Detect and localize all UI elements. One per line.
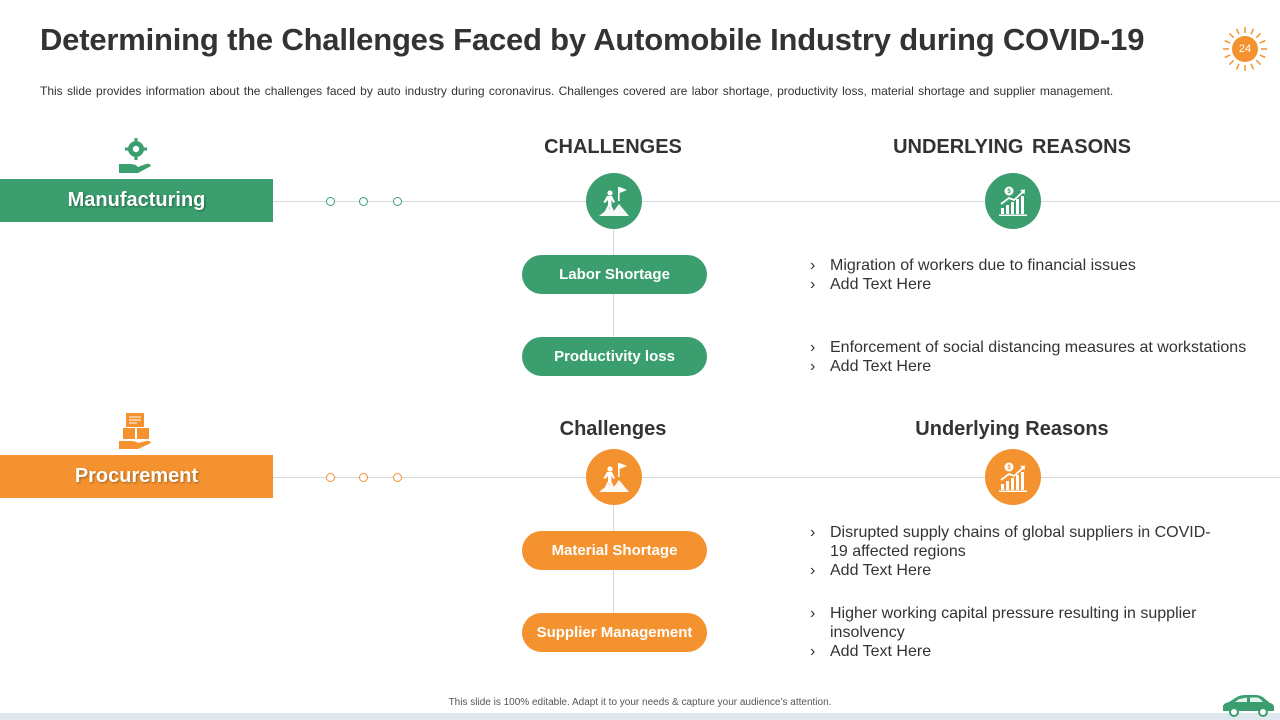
reason-item: Enforcement of social distancing measure… bbox=[810, 338, 1270, 357]
connector-dot bbox=[359, 473, 368, 482]
reason-item: Higher working capital pressure resultin… bbox=[810, 604, 1220, 642]
connector-dot bbox=[359, 197, 368, 206]
challenge-climber-icon bbox=[586, 173, 642, 229]
reason-growth-chart-icon: $ bbox=[985, 449, 1041, 505]
reasons-list-supplier-management: Higher working capital pressure resultin… bbox=[810, 604, 1220, 661]
reason-item: Add Text Here bbox=[810, 275, 1260, 294]
climber-flag-icon bbox=[599, 463, 629, 492]
connector-dot bbox=[326, 197, 335, 206]
section-manufacturing: Manufacturing bbox=[0, 179, 273, 222]
challenges-header: Challenges bbox=[559, 418, 667, 440]
svg-text:$: $ bbox=[1007, 465, 1011, 471]
growth-chart-icon: $ bbox=[999, 186, 1027, 216]
manufacturing-connector-line bbox=[273, 201, 1280, 202]
reasons-list-material-shortage: Disrupted supply chains of global suppli… bbox=[810, 523, 1220, 580]
procurement-connector-line bbox=[273, 477, 1280, 478]
challenge-material-shortage: Material Shortage bbox=[522, 531, 707, 570]
svg-text:$: $ bbox=[1007, 189, 1011, 195]
reason-item: Disrupted supply chains of global suppli… bbox=[810, 523, 1220, 561]
reason-item: Add Text Here bbox=[810, 357, 1270, 376]
slide-title: Determining the Challenges Faced by Auto… bbox=[40, 22, 1145, 57]
connector-dot bbox=[393, 473, 402, 482]
slide-subtitle: This slide provides information about th… bbox=[40, 84, 1114, 98]
challenge-supplier-management: Supplier Management bbox=[522, 613, 707, 652]
challenges-header: CHALLENGES bbox=[544, 136, 682, 158]
connector-dot bbox=[393, 197, 402, 206]
footer-note: This slide is 100% editable. Adapt it to… bbox=[448, 697, 832, 708]
challenge-productivity-loss: Productivity loss bbox=[522, 337, 707, 376]
car-icon bbox=[1223, 695, 1274, 717]
footer-bar bbox=[0, 713, 1280, 720]
reasons-header: Underlying Reasons bbox=[915, 418, 1109, 440]
sun-badge-icon bbox=[1223, 27, 1267, 71]
growth-chart-icon: $ bbox=[999, 462, 1027, 492]
reasons-header: UNDERLYING REASONS bbox=[893, 136, 1131, 158]
climber-flag-icon bbox=[599, 187, 629, 216]
reasons-list-labor-shortage: Migration of workers due to financial is… bbox=[810, 256, 1260, 294]
challenge-labor-shortage: Labor Shortage bbox=[522, 255, 707, 294]
page-number: 24 bbox=[1238, 43, 1252, 55]
reason-item: Add Text Here bbox=[810, 561, 1220, 580]
reason-item: Migration of workers due to financial is… bbox=[810, 256, 1260, 275]
connector-dot bbox=[326, 473, 335, 482]
gear-hand-icon bbox=[119, 138, 151, 173]
page-number-badge: 24 bbox=[1222, 26, 1268, 72]
challenge-climber-icon bbox=[586, 449, 642, 505]
section-procurement: Procurement bbox=[0, 455, 273, 498]
boxes-hand-icon bbox=[119, 413, 151, 449]
reasons-list-productivity-loss: Enforcement of social distancing measure… bbox=[810, 338, 1270, 376]
reason-growth-chart-icon: $ bbox=[985, 173, 1041, 229]
reason-item: Add Text Here bbox=[810, 642, 1220, 661]
